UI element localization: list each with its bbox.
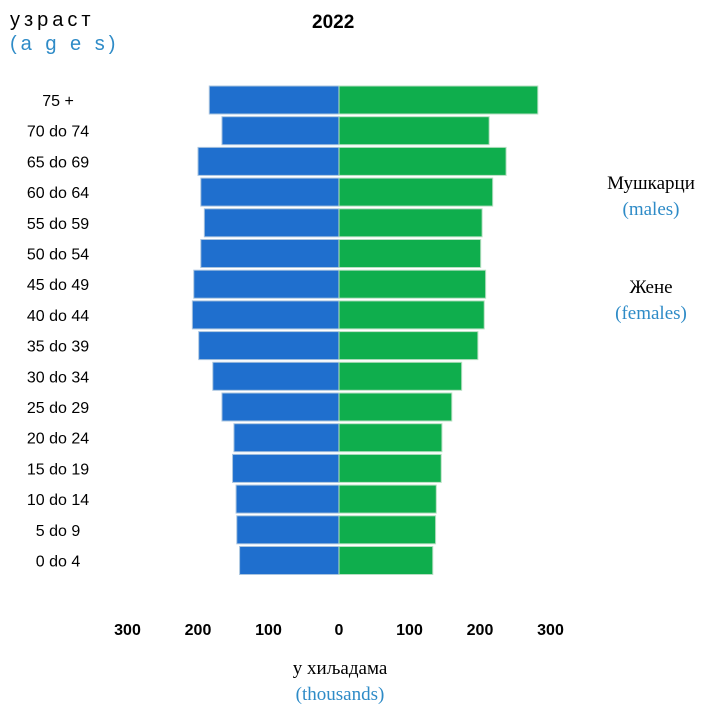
category-label-0: 75 + bbox=[42, 93, 74, 110]
bar-females-8 bbox=[338, 331, 479, 361]
legend-entry-females: Жене (females) bbox=[596, 275, 706, 327]
bar-males-3 bbox=[200, 177, 340, 207]
category-label-15: 0 do 4 bbox=[36, 554, 81, 571]
bar-males-9 bbox=[212, 361, 340, 391]
bar-males-0 bbox=[208, 85, 340, 115]
bar-males-5 bbox=[200, 239, 340, 268]
category-label-5: 50 do 54 bbox=[27, 247, 89, 264]
bar-males-11 bbox=[233, 423, 340, 453]
bar-females-14 bbox=[338, 515, 437, 545]
bar-males-4 bbox=[203, 208, 340, 238]
x-tick-label-3: 0 bbox=[335, 622, 344, 639]
y-axis-label-sub: (a g e s) bbox=[10, 33, 120, 55]
legend-label-females: Жене bbox=[629, 277, 673, 298]
chart-title: 2022 bbox=[312, 12, 355, 33]
x-tick-label-0: 300 bbox=[114, 622, 141, 639]
bar-females-7 bbox=[338, 300, 485, 330]
bar-males-1 bbox=[221, 116, 340, 146]
bar-males-7 bbox=[191, 300, 340, 330]
bar-females-3 bbox=[338, 177, 494, 207]
category-label-7: 40 do 44 bbox=[27, 308, 89, 325]
x-tick-label-1: 200 bbox=[185, 622, 212, 639]
legend-sublabel-males: (males) bbox=[622, 199, 680, 220]
bar-females-6 bbox=[338, 269, 487, 299]
category-label-10: 25 do 29 bbox=[27, 400, 89, 417]
x-tick-label-5: 200 bbox=[467, 622, 494, 639]
category-label-9: 30 do 34 bbox=[27, 369, 89, 386]
legend-label-males: Мушкарци bbox=[607, 173, 695, 194]
category-label-14: 5 do 9 bbox=[36, 523, 81, 540]
x-tick-label-4: 100 bbox=[396, 622, 423, 639]
y-axis-label-main: узраст bbox=[10, 9, 95, 31]
bar-females-9 bbox=[338, 361, 463, 391]
bar-males-12 bbox=[232, 453, 340, 483]
legend-entry-males: Мушкарци (males) bbox=[596, 171, 706, 223]
bar-females-4 bbox=[338, 208, 483, 238]
bar-males-8 bbox=[198, 331, 340, 361]
bar-males-13 bbox=[235, 484, 340, 514]
category-label-4: 55 do 59 bbox=[27, 216, 89, 233]
x-tick-label-2: 100 bbox=[255, 622, 282, 639]
x-axis-label: у хиљадама (thousands) bbox=[240, 656, 440, 708]
category-labels: 75 + 70 do 74 65 do 69 60 do 64 55 do 59 50 d… bbox=[27, 93, 89, 571]
bar-males-6 bbox=[193, 269, 340, 299]
category-label-6: 45 do 49 bbox=[27, 277, 89, 294]
category-label-3: 60 do 64 bbox=[27, 185, 89, 202]
category-label-8: 35 do 39 bbox=[27, 339, 89, 356]
bar-females-2 bbox=[338, 146, 507, 176]
bar-males-2 bbox=[197, 146, 340, 176]
bar-females-15 bbox=[338, 546, 434, 575]
y-axis-label: узраст (a g e s) bbox=[10, 8, 119, 56]
legend-sublabel-females: (females) bbox=[615, 303, 687, 324]
bar-females-1 bbox=[338, 116, 490, 146]
category-label-1: 70 do 74 bbox=[27, 124, 89, 141]
bar-females-11 bbox=[338, 423, 443, 453]
bar-males-14 bbox=[236, 515, 340, 545]
category-label-13: 10 do 14 bbox=[27, 492, 89, 509]
bar-females-5 bbox=[338, 239, 482, 268]
category-label-12: 15 do 19 bbox=[27, 461, 89, 478]
category-label-11: 20 do 24 bbox=[27, 431, 89, 448]
bar-females-10 bbox=[338, 392, 453, 422]
x-axis-label-sub: (thousands) bbox=[295, 684, 385, 705]
category-label-2: 65 do 69 bbox=[27, 154, 89, 171]
bar-females-0 bbox=[338, 85, 539, 115]
bar-males-15 bbox=[239, 546, 340, 575]
x-tick-labels: 300 200 100 0 100 200 300 bbox=[114, 622, 564, 639]
bar-females-13 bbox=[338, 484, 437, 514]
bar-females-12 bbox=[338, 453, 442, 483]
x-tick-label-6: 300 bbox=[537, 622, 564, 639]
bar-males-10 bbox=[221, 392, 340, 422]
x-axis-label-main: у хиљадама bbox=[292, 658, 388, 679]
